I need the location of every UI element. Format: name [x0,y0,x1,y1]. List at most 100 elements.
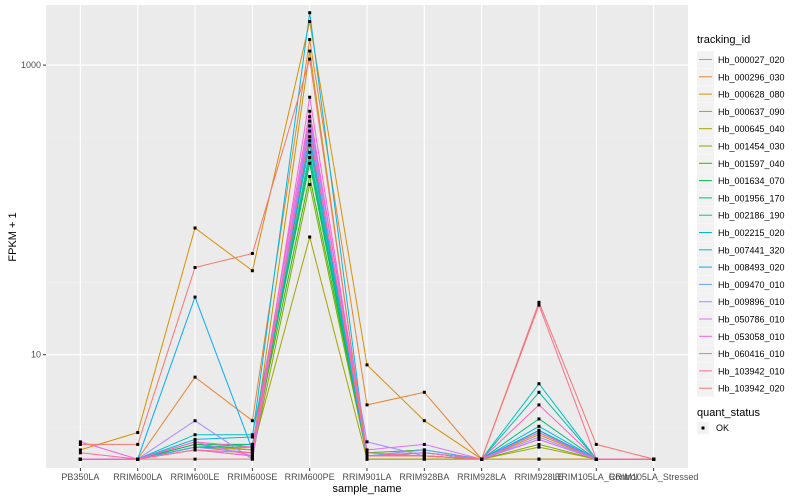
data-point [422,390,426,394]
legend-label: Hb_103942_020 [718,384,785,394]
data-point [250,419,254,423]
legend-label: Hb_000296_030 [718,72,785,82]
data-point [537,403,541,407]
x-tick-label: RRIM600LA [113,472,162,482]
data-point [193,442,197,446]
data-point [136,457,140,461]
data-point [652,457,656,461]
data-point [308,175,312,179]
data-point [537,424,541,428]
data-point [193,295,197,299]
x-tick-label: RRIM600SE [227,472,277,482]
data-point [136,442,140,446]
data-point [250,442,254,446]
legend-label: Hb_002186_190 [718,211,785,221]
data-point [78,448,82,452]
data-point [308,124,312,128]
data-point [250,251,254,255]
data-point [308,57,312,61]
x-tick-label: PB350LA [61,472,99,482]
data-point [308,182,312,186]
data-point [308,143,312,147]
data-point [193,437,197,441]
data-point [193,226,197,230]
data-point [193,375,197,379]
data-point [537,435,541,439]
data-point [308,161,312,165]
data-point [308,38,312,42]
data-point [537,390,541,394]
data-point [193,448,197,452]
data-point [537,437,541,441]
data-point [308,119,312,123]
y-axis-ticks: 10 1000 [21,60,46,360]
legend-label: Hb_000637_090 [718,107,785,117]
data-point [308,150,312,154]
data-point [250,451,254,455]
data-point [537,433,541,437]
quant-status-legend-title: quant_status [697,407,760,419]
data-point [308,135,312,139]
x-tick-label: RRIM928LA [457,472,506,482]
data-point [537,457,541,461]
legend-label: Hb_050786_010 [718,315,785,325]
legend-label: Hb_000628_080 [718,90,785,100]
data-point [78,457,82,461]
legend-label: Hb_008493_020 [718,263,785,273]
data-point [422,457,426,461]
data-point [308,129,312,133]
x-axis-ticks: PB350LA RRIM600LA RRIM600LE RRIM600SE RRIM60… [61,468,698,482]
data-point [308,115,312,119]
data-point [365,440,369,444]
data-point [193,433,197,437]
data-point [365,454,369,458]
y-tick-label: 1000 [21,60,41,70]
data-point [537,431,541,435]
data-point [250,448,254,452]
data-point [365,403,369,407]
data-point [537,417,541,421]
legend: tracking_id Hb_000027_020Hb_000296_030Hb… [697,34,785,434]
data-points [78,11,656,461]
legend-label: Hb_000027_020 [718,55,785,65]
data-point [308,156,312,160]
legend-label: Hb_060416_010 [718,349,785,359]
legend-label: Hb_001634_070 [718,176,785,186]
legend-title: tracking_id [697,34,750,46]
x-tick-label: RRIM105LA_Control [555,472,638,482]
data-point [193,457,197,461]
data-point [250,433,254,437]
data-point [78,442,82,446]
data-point [193,266,197,270]
quant-status-ok-label: OK [716,423,729,433]
data-point [136,431,140,435]
legend-label: Hb_001956_170 [718,193,785,203]
data-point [250,445,254,449]
data-point [365,451,369,455]
data-point [250,269,254,273]
y-axis-title: FPKM + 1 [7,212,19,261]
x-tick-label: RRIM928LE [514,472,563,482]
data-point [422,448,426,452]
data-point [308,139,312,143]
data-point [308,19,312,23]
y-tick-label: 10 [31,350,41,360]
data-point [250,435,254,439]
data-point [308,95,312,99]
legend-label: Hb_000645_040 [718,124,785,134]
data-point [365,363,369,367]
x-axis-title: sample_name [332,483,401,495]
legend-label: Hb_053058_010 [718,332,785,342]
data-point [594,457,598,461]
x-tick-label: RRIM600PE [285,472,335,482]
x-tick-label: RRIM901LA [342,472,391,482]
data-point [308,235,312,239]
data-point [537,382,541,386]
legend-items: Hb_000027_020 Hb_000296_030 Hb_000628_080 H… [697,51,785,397]
legend-label: Hb_001597_040 [718,159,785,169]
data-point [537,300,541,304]
legend-label: Hb_002215_020 [718,228,785,238]
data-point [422,442,426,446]
legend-label: Hb_001454_030 [718,142,785,152]
data-point [365,457,369,461]
